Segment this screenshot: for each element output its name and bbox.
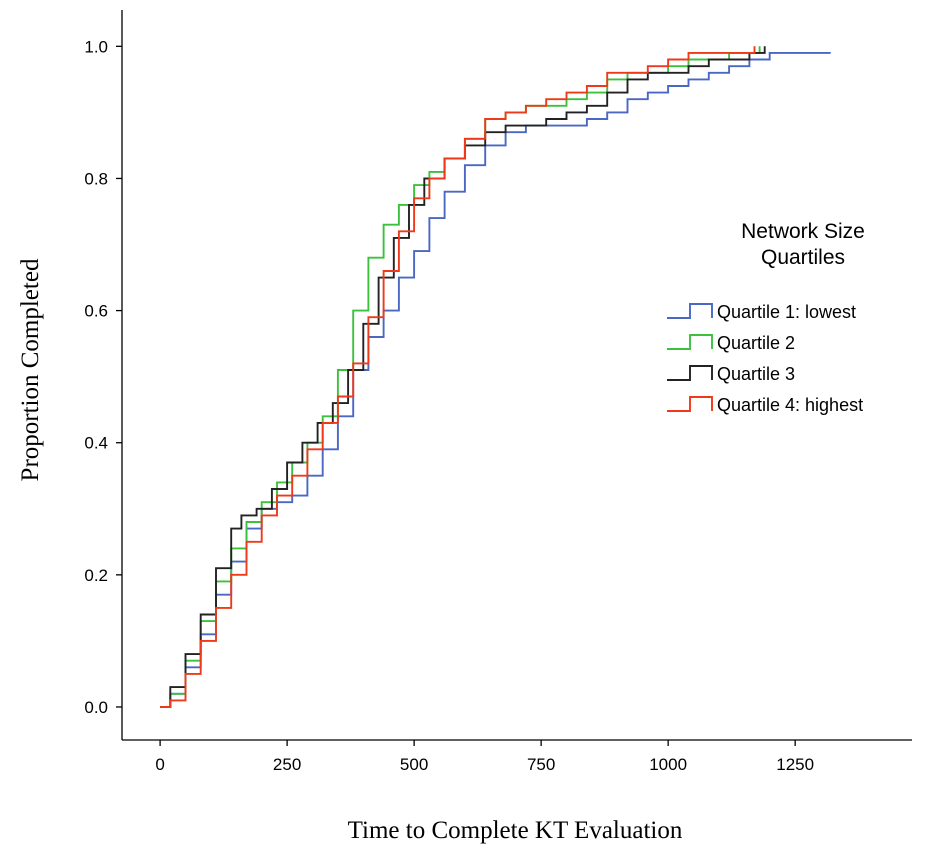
legend-label-3: Quartile 3 xyxy=(717,364,795,384)
y-axis-title: Proportion Completed xyxy=(17,258,44,481)
x-tick-label: 750 xyxy=(527,755,555,774)
legend-label-2: Quartile 2 xyxy=(717,333,795,353)
legend-title-line: Network Size xyxy=(741,220,865,243)
x-tick-label: 0 xyxy=(155,755,164,774)
x-axis-title: Time to Complete KT Evaluation xyxy=(348,817,683,844)
axes: 0.0 0.2 0.4 0.6 0.8 1.0 0 250 500 750 1000 1250 xyxy=(84,10,912,774)
legend-swatch-1 xyxy=(667,303,713,319)
legend-title-line: Quartiles xyxy=(761,246,845,269)
series-line-3 xyxy=(160,46,766,708)
x-tick-label: 1250 xyxy=(776,755,814,774)
series-line-2 xyxy=(160,46,761,708)
y-tick-label: 0.4 xyxy=(84,434,108,453)
legend: Network Size Quartiles Quartile 1: lowest Q… xyxy=(667,220,865,415)
y-tick-label: 0.6 xyxy=(84,302,108,321)
x-tick-label: 500 xyxy=(400,755,428,774)
series-line-4 xyxy=(160,46,756,708)
y-tick-label: 0.0 xyxy=(84,698,108,717)
legend-swatch-4 xyxy=(667,396,713,412)
legend-label-1: Quartile 1: lowest xyxy=(717,302,856,322)
legend-swatch-2 xyxy=(667,334,713,350)
y-tick-label: 0.2 xyxy=(84,566,108,585)
legend-swatch-3 xyxy=(667,365,713,381)
y-tick-label: 0.8 xyxy=(84,169,108,188)
y-tick-label: 1.0 xyxy=(84,37,108,56)
x-tick-label: 250 xyxy=(273,755,301,774)
series-group xyxy=(160,46,831,708)
legend-label-4: Quartile 4: highest xyxy=(717,395,863,415)
x-tick-label: 1000 xyxy=(649,755,687,774)
